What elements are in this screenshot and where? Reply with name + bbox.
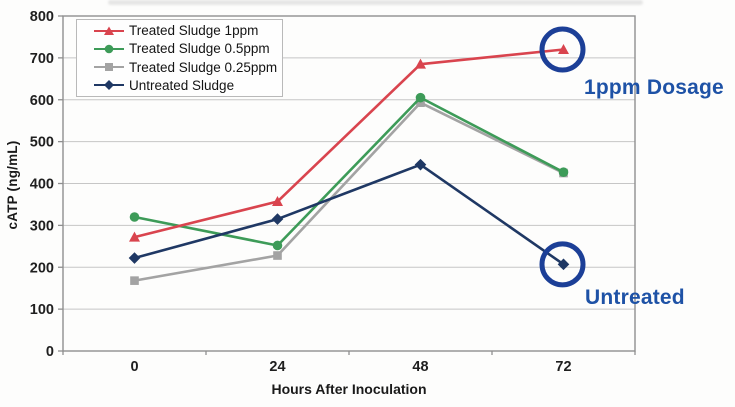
x-axis-title: Hours After Inoculation bbox=[271, 381, 427, 397]
svg-text:200: 200 bbox=[30, 260, 54, 276]
svg-text:0: 0 bbox=[46, 344, 54, 360]
legend: Treated Sludge 1ppm Treated Sludge 0.5pp… bbox=[76, 19, 283, 97]
y-axis-title: cATP (ng/mL) bbox=[5, 140, 20, 230]
svg-text:100: 100 bbox=[30, 302, 54, 318]
legend-label: Treated Sludge 1ppm bbox=[129, 23, 259, 39]
annotation-1ppm-dosage: 1ppm Dosage bbox=[584, 76, 724, 99]
circle-marker-icon bbox=[94, 44, 124, 54]
legend-item-treated-05ppm: Treated Sludge 0.5ppm bbox=[93, 40, 282, 57]
svg-text:48: 48 bbox=[412, 359, 428, 375]
legend-label: Untreated Sludge bbox=[129, 77, 235, 93]
svg-text:700: 700 bbox=[30, 51, 54, 67]
diamond-marker-icon bbox=[94, 80, 124, 91]
legend-label: Treated Sludge 0.25ppm bbox=[129, 59, 278, 75]
legend-item-treated-025ppm: Treated Sludge 0.25ppm bbox=[93, 59, 282, 76]
svg-text:0: 0 bbox=[130, 359, 138, 375]
annotation-untreated: Untreated bbox=[585, 286, 685, 309]
svg-text:500: 500 bbox=[30, 135, 54, 151]
legend-label: Treated Sludge 0.5ppm bbox=[129, 41, 270, 57]
triangle-marker-icon bbox=[94, 26, 124, 35]
legend-item-untreated: Untreated Sludge bbox=[93, 77, 282, 94]
legend-item-treated-1ppm: Treated Sludge 1ppm bbox=[93, 22, 282, 39]
svg-text:400: 400 bbox=[30, 177, 54, 193]
square-marker-icon bbox=[94, 63, 124, 72]
svg-text:24: 24 bbox=[269, 359, 285, 375]
scan-artifact bbox=[108, 0, 643, 5]
svg-text:600: 600 bbox=[30, 93, 54, 109]
svg-text:300: 300 bbox=[30, 218, 54, 234]
svg-text:800: 800 bbox=[30, 9, 54, 25]
svg-text:72: 72 bbox=[555, 359, 571, 375]
